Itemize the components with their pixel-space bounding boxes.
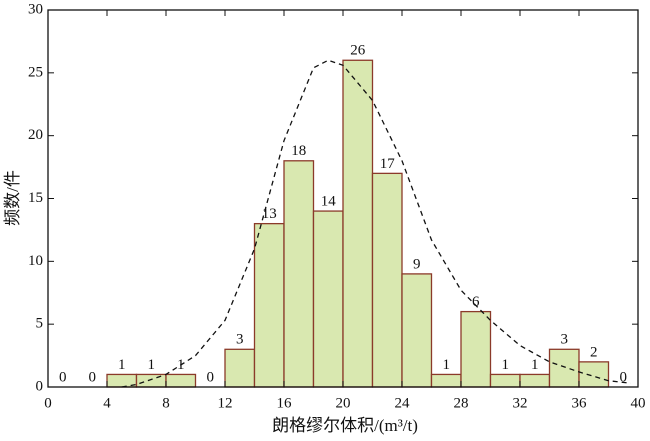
x-tick-label: 4: [103, 395, 111, 411]
bar: [135, 373, 167, 388]
x-tick-label: 12: [218, 395, 233, 411]
data-label: 3: [236, 332, 244, 348]
data-label: 0: [59, 369, 67, 385]
data-label: 1: [118, 357, 126, 373]
bar: [312, 210, 344, 388]
x-tick-label: 24: [395, 395, 411, 411]
data-label: 3: [561, 332, 569, 348]
data-label: 1: [443, 357, 451, 373]
y-tick-label: 30: [28, 1, 43, 17]
y-tick-label: 5: [36, 316, 44, 332]
bar: [165, 373, 197, 388]
data-label: 26: [350, 43, 366, 59]
data-label: 17: [380, 156, 396, 172]
bar: [548, 348, 580, 388]
bar: [224, 348, 256, 388]
data-label: 0: [89, 369, 97, 385]
bar: [430, 373, 462, 388]
x-tick-label: 40: [631, 395, 646, 411]
bar: [371, 172, 403, 388]
data-label: 1: [502, 357, 510, 373]
fit-curve: [121, 59, 631, 388]
x-tick-label: 20: [336, 395, 351, 411]
bar: [519, 373, 551, 388]
data-label: 1: [148, 357, 156, 373]
data-label: 1: [531, 357, 539, 373]
y-tick-label: 10: [28, 253, 43, 269]
y-tick-label: 15: [28, 190, 43, 206]
data-label: 9: [413, 256, 421, 272]
data-label: 0: [207, 369, 215, 385]
data-label: 6: [472, 294, 480, 310]
data-label: 18: [291, 143, 306, 159]
y-tick-label: 20: [28, 127, 43, 143]
x-tick-label: 28: [454, 395, 469, 411]
x-axis-title: 朗格缪尔体积/(m³/t): [272, 416, 418, 435]
data-label: 0: [620, 369, 628, 385]
y-tick-label: 25: [28, 64, 43, 80]
bar: [401, 273, 433, 388]
x-tick-label: 32: [513, 395, 528, 411]
y-tick-label: 0: [36, 378, 44, 394]
bar: [578, 361, 610, 388]
bar: [342, 59, 374, 388]
x-tick-label: 36: [572, 395, 588, 411]
data-label: 2: [590, 344, 598, 360]
bar: [283, 160, 315, 388]
bar: [253, 222, 285, 388]
data-label: 13: [262, 206, 277, 222]
x-tick-label: 16: [277, 395, 293, 411]
bar: [489, 373, 521, 388]
data-label: 14: [321, 194, 337, 210]
x-tick-label: 8: [162, 395, 170, 411]
x-tick-label: 0: [44, 395, 52, 411]
y-axis-title: 频数/件: [3, 170, 22, 226]
bar: [460, 310, 492, 388]
